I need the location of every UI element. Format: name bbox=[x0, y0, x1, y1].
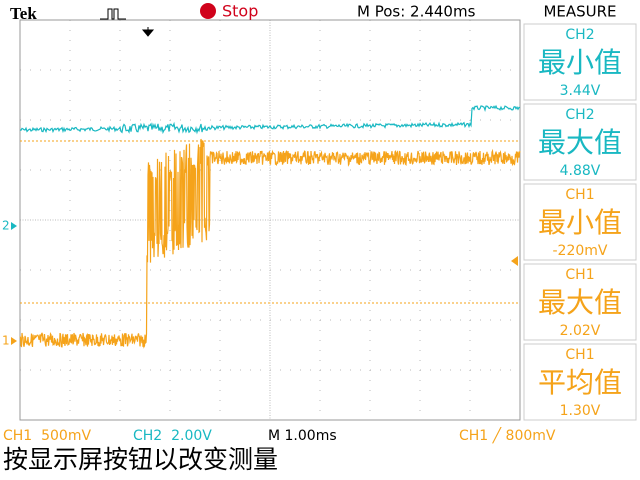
measure-box bbox=[523, 103, 637, 181]
ch2-marker: 2 bbox=[2, 219, 10, 233]
measure-box bbox=[523, 263, 637, 341]
timebase: M 1.00ms bbox=[268, 428, 337, 444]
measure-box bbox=[523, 343, 637, 421]
menu-title: MEASURE bbox=[543, 3, 616, 21]
measure-value: 2.02V bbox=[560, 323, 601, 339]
brand: Tek bbox=[10, 4, 37, 23]
measure-label: 最小值 bbox=[538, 46, 622, 79]
ch1-marker: 1 bbox=[2, 334, 10, 348]
trigger-position bbox=[141, 27, 155, 37]
measure-value: 1.30V bbox=[560, 403, 601, 419]
trigger-icon bbox=[100, 8, 126, 20]
measure-label: 最大值 bbox=[538, 286, 622, 319]
graticule-border bbox=[19, 19, 521, 421]
run-status: Stop bbox=[222, 2, 258, 21]
measure-value: -220mV bbox=[553, 243, 608, 259]
measure-box bbox=[523, 23, 637, 101]
ch1-waveform bbox=[19, 138, 521, 349]
ch2-scale: CH2 2.00V bbox=[133, 428, 212, 444]
stop-indicator bbox=[200, 3, 216, 19]
ch2-arrow bbox=[11, 222, 17, 230]
measure-value: 4.88V bbox=[560, 163, 601, 179]
measure-channel: CH2 bbox=[565, 107, 594, 123]
m-pos: M Pos: 2.440ms bbox=[357, 3, 476, 21]
measure-channel: CH1 bbox=[565, 267, 594, 283]
trigger-level-arrow bbox=[511, 256, 518, 266]
measure-label: 平均值 bbox=[538, 366, 622, 399]
ch2-waveform bbox=[19, 104, 521, 135]
measure-box bbox=[523, 183, 637, 261]
measure-channel: CH2 bbox=[565, 27, 594, 43]
measure-channel: CH1 bbox=[565, 187, 594, 203]
help-message: 按显示屏按钮以改变测量 bbox=[3, 445, 278, 474]
trigger-setting: CH1 ╱ 800mV bbox=[459, 427, 556, 444]
measure-label: 最小值 bbox=[538, 206, 622, 239]
measure-channel: CH1 bbox=[565, 347, 594, 363]
measure-label: 最大值 bbox=[538, 126, 622, 159]
ch1-arrow bbox=[11, 337, 17, 345]
measure-value: 3.44V bbox=[560, 83, 601, 99]
ch1-scale: CH1 500mV bbox=[3, 428, 91, 444]
graticule bbox=[20, 20, 520, 420]
measure-panel: CH2 最小值 3.44V CH2 最大值 4.88V CH1 最小值 -220mV CH1 最大值… bbox=[523, 23, 637, 421]
